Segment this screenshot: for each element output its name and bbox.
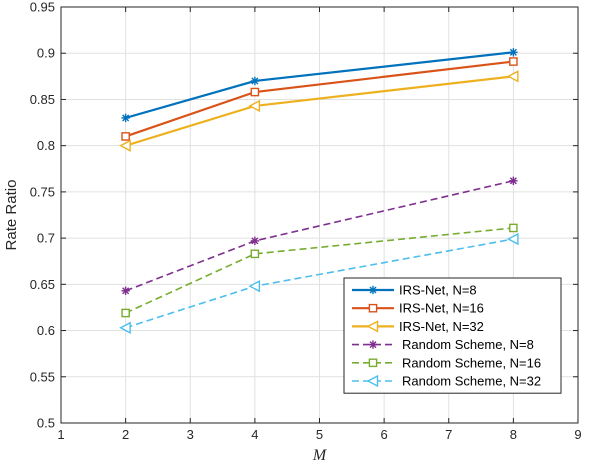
legend-marker-4	[368, 340, 378, 349]
x-tick-label: 6	[381, 427, 388, 442]
legend: IRS-Net, N=8 IRS-Net, N=16 IRS-Net, N=32 Ra…	[343, 277, 562, 394]
series-5	[121, 223, 518, 318]
series-layer	[119, 48, 519, 334]
y-tick-label: 0.9	[37, 46, 55, 61]
x-tick-label: 7	[445, 427, 452, 442]
legend-marker-2	[368, 303, 378, 313]
legend-label-5: Random Scheme, N=16	[402, 355, 541, 370]
data-point-5-1	[121, 308, 130, 318]
data-point-3-2	[248, 99, 261, 113]
data-point-1-2-stroke-3	[251, 77, 259, 85]
data-point-4-3-stroke-3	[509, 177, 517, 185]
legend-label-6: Random Scheme, N=32	[402, 374, 541, 389]
data-point-6-3	[506, 232, 519, 246]
x-tick-label: 9	[574, 427, 581, 442]
ticks: 1 2 3 4 5 6 7 8 9 0.5 0.55 0.6 0.65 0.7 0.75 0.8 0.85 0.9…	[30, 0, 582, 442]
data-point-6-1	[119, 321, 131, 334]
legend-marker-4-stroke-3	[369, 341, 377, 349]
legend-label-2: IRS-Net, N=16	[399, 301, 484, 316]
data-point-2-1	[121, 132, 130, 141]
legend-label-4: Random Scheme, N=8	[402, 337, 534, 352]
legend-box	[343, 277, 562, 394]
y-tick-label: 0.55	[30, 369, 55, 384]
data-point-1-3	[509, 48, 518, 57]
data-point-3-1	[119, 139, 131, 152]
data-point-2-2	[250, 87, 260, 97]
series-6	[119, 232, 519, 334]
data-point-1-3-stroke-3	[509, 48, 517, 56]
data-point-4-1	[121, 286, 130, 296]
data-point-2-3	[509, 57, 518, 66]
data-point-5-3	[509, 223, 518, 233]
legend-marker-6	[366, 374, 379, 388]
y-tick-label: 0.6	[37, 323, 55, 338]
series-2	[121, 57, 518, 141]
x-axis-title: M	[312, 447, 328, 464]
x-tick-label: 3	[187, 427, 194, 442]
x-tick-label: 4	[251, 427, 258, 442]
y-axis-title: Rate Ratio	[3, 180, 20, 251]
series-1	[121, 48, 518, 123]
legend-marker-1-stroke-3	[369, 286, 377, 294]
x-tick-label: 2	[122, 427, 129, 442]
legend-marker-1	[368, 285, 378, 295]
x-tick-label: 5	[316, 427, 323, 442]
y-tick-label: 0.8	[37, 138, 55, 153]
y-tick-label: 0.65	[30, 277, 55, 292]
y-tick-label: 0.95	[30, 0, 55, 15]
x-tick-label: 1	[57, 427, 64, 442]
data-point-4-2	[250, 236, 260, 246]
legend-label-3: IRS-Net, N=32	[399, 319, 484, 334]
series-3	[119, 70, 519, 152]
data-point-4-1-stroke-3	[122, 287, 130, 295]
data-point-4-2-stroke-3	[251, 237, 259, 245]
data-point-5-2	[250, 249, 260, 259]
data-point-4-3	[509, 176, 518, 185]
y-tick-label: 0.7	[37, 231, 55, 246]
series-4	[121, 176, 518, 296]
y-tick-label: 0.5	[37, 416, 55, 431]
data-point-3-3	[506, 70, 519, 83]
data-point-6-2	[248, 280, 261, 293]
data-point-1-1-stroke-3	[122, 114, 130, 122]
legend-marker-5	[368, 358, 378, 368]
y-tick-label: 0.85	[30, 92, 55, 107]
series-line-5	[125, 227, 514, 314]
legend-marker-3	[366, 320, 379, 333]
data-point-1-2	[250, 76, 260, 86]
y-tick-label: 0.75	[30, 184, 55, 199]
legend-label-1: IRS-Net, N=8	[399, 283, 477, 298]
data-point-1-1	[121, 113, 130, 123]
x-tick-label: 8	[510, 427, 517, 442]
